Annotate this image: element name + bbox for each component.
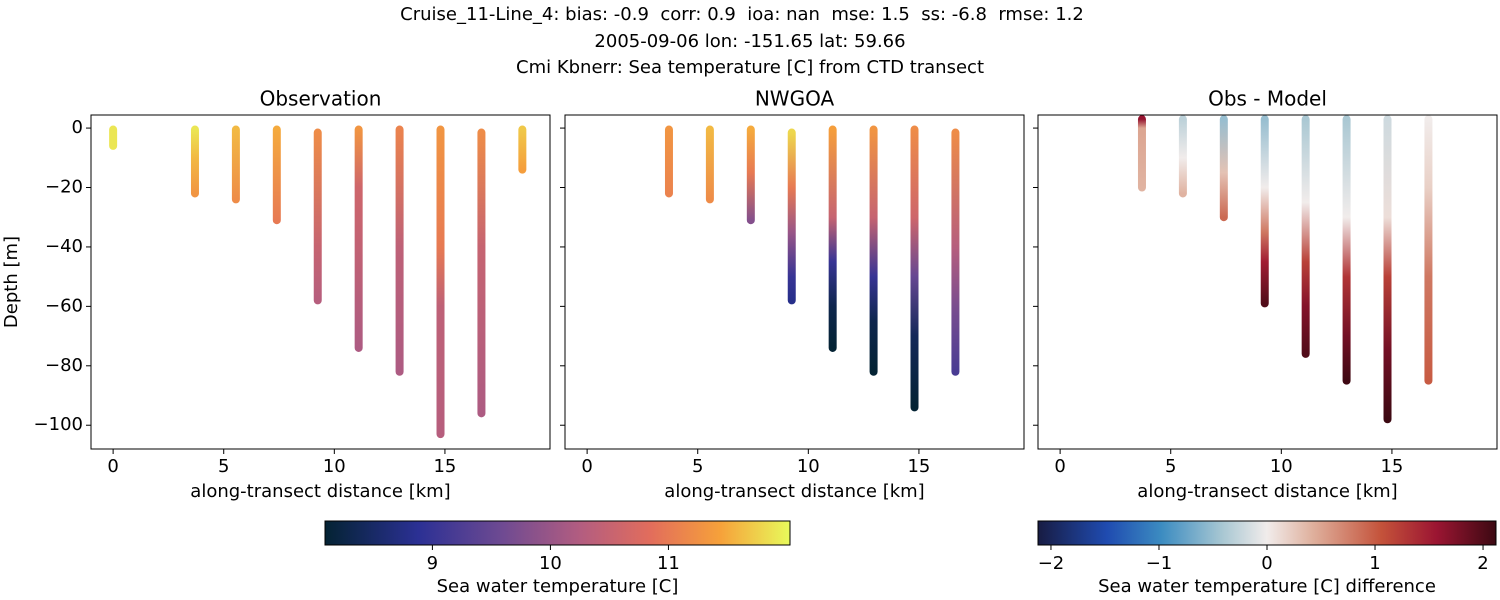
panel-title: NWGOA bbox=[755, 87, 835, 111]
colorbar-label: Sea water temperature [C] bbox=[437, 576, 679, 597]
x-axis-label: along-transect distance [km] bbox=[190, 481, 450, 502]
profiles bbox=[109, 125, 527, 439]
colorbar-label: Sea water temperature [C] difference bbox=[1098, 576, 1436, 597]
colorbar-tick-label: 10 bbox=[539, 553, 562, 574]
y-tick-label: −40 bbox=[45, 236, 83, 257]
colorbar-tick-label: 2 bbox=[1477, 553, 1488, 574]
x-axis-label: along-transect distance [km] bbox=[1137, 481, 1397, 502]
colorbar bbox=[1037, 520, 1497, 546]
x-tick-label: 0 bbox=[581, 456, 592, 477]
profiles bbox=[664, 125, 960, 412]
y-tick-label: −60 bbox=[45, 295, 83, 316]
x-tick-label: 5 bbox=[1165, 456, 1176, 477]
x-tick-label: 15 bbox=[1380, 456, 1403, 477]
title-line: Cruise_11-Line_4: bias: -0.9 corr: 0.9 i… bbox=[400, 4, 1084, 25]
y-tick-label: −20 bbox=[45, 177, 83, 198]
y-tick-label: 0 bbox=[72, 117, 83, 138]
x-tick-label: 10 bbox=[797, 456, 820, 477]
colorbar-tick-label: 9 bbox=[427, 553, 438, 574]
x-tick-label: 10 bbox=[1270, 456, 1293, 477]
y-tick-label: −80 bbox=[45, 355, 83, 376]
profiles bbox=[1137, 115, 1433, 424]
colorbar bbox=[324, 520, 791, 546]
x-tick-label: 0 bbox=[107, 456, 118, 477]
x-tick-label: 10 bbox=[323, 456, 346, 477]
colorbar-tick-label: 11 bbox=[657, 553, 680, 574]
y-axis-label: Depth [m] bbox=[1, 236, 22, 328]
title-line: Cmi Kbnerr: Sea temperature [C] from CTD… bbox=[516, 57, 984, 78]
axes-frame bbox=[1037, 114, 1498, 450]
colorbar-tick-label: −2 bbox=[1038, 553, 1065, 574]
x-tick-label: 15 bbox=[907, 456, 930, 477]
panel-title: Observation bbox=[260, 87, 382, 111]
x-tick-label: 0 bbox=[1054, 456, 1065, 477]
panel-title: Obs - Model bbox=[1208, 87, 1327, 111]
colorbar-tick-label: 1 bbox=[1369, 553, 1380, 574]
colorbar-tick-label: −1 bbox=[1146, 553, 1173, 574]
axes-frame bbox=[564, 114, 1025, 450]
x-axis-label: along-transect distance [km] bbox=[664, 481, 924, 502]
x-tick-label: 5 bbox=[218, 456, 229, 477]
colorbar-tick-label: 0 bbox=[1261, 553, 1272, 574]
x-tick-label: 5 bbox=[692, 456, 703, 477]
title-line: 2005-09-06 lon: -151.65 lat: 59.66 bbox=[594, 31, 905, 52]
axes-frame bbox=[90, 114, 551, 450]
y-tick-label: −100 bbox=[34, 414, 83, 435]
x-tick-label: 15 bbox=[433, 456, 456, 477]
